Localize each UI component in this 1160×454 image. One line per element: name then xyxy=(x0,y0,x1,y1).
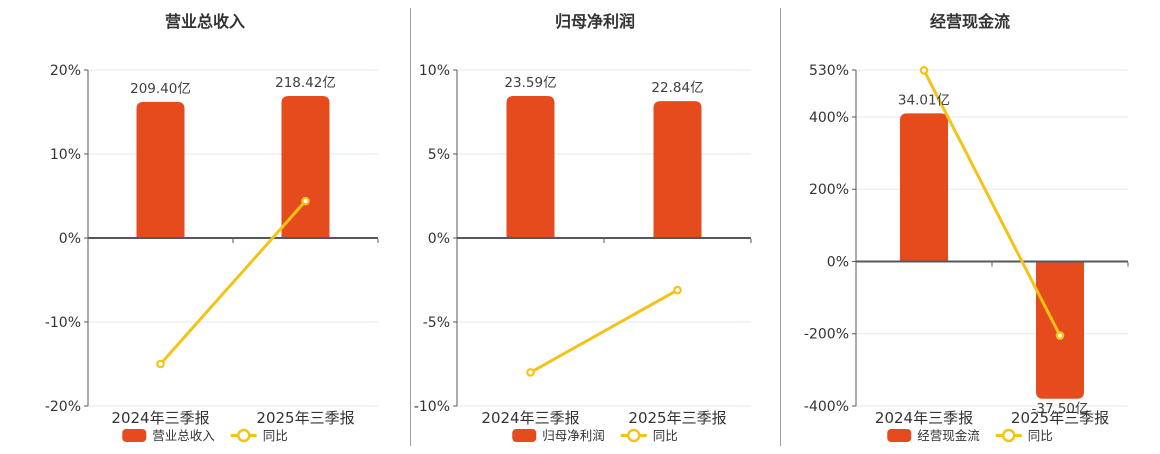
y-tick-label: 20% xyxy=(50,63,81,79)
chart-title: 经营现金流 xyxy=(930,12,1010,31)
y-tick-label: -200% xyxy=(804,327,849,343)
yoy-marker-0[interactable] xyxy=(156,359,165,369)
y-tick-label: -10% xyxy=(45,315,81,331)
yoy-line[interactable] xyxy=(922,69,1062,337)
bar-cash-flow-1[interactable] xyxy=(1036,261,1084,399)
bar-value-label: 22.84亿 xyxy=(651,80,703,96)
panel-revenue: 20% 10% 0% -10% -20% 209.40亿 218.42亿 营业总收入 2024年… xyxy=(0,0,410,450)
y-tick-label: 0% xyxy=(59,231,81,247)
y-tick-label: 200% xyxy=(809,182,849,198)
yoy-marker-1[interactable] xyxy=(301,196,310,206)
bar-value-label: 34.01亿 xyxy=(898,92,950,108)
y-tick-label: -20% xyxy=(45,399,81,415)
legend-bar-label[interactable]: 营业总收入 xyxy=(152,428,215,443)
y-tick-label: -400% xyxy=(804,399,849,415)
bar-net-profit-1[interactable] xyxy=(653,101,702,238)
legend-line-marker[interactable] xyxy=(627,428,641,443)
y-tick-label: 400% xyxy=(809,110,849,126)
y-tick-label: 5% xyxy=(428,147,450,163)
chart-title: 归母净利润 xyxy=(555,12,635,31)
yoy-marker-1[interactable] xyxy=(1055,331,1065,340)
y-tick-label: 0% xyxy=(428,231,450,247)
bar-value-label: 209.40亿 xyxy=(130,81,191,97)
yoy-marker-0[interactable] xyxy=(526,368,535,377)
y-tick-label: 530% xyxy=(809,63,849,79)
chart-cash-flow: 530%400%200%0%-200%-400%34.01亿-37.50亿经营现… xyxy=(804,12,1129,443)
x-category-label: 2025年三季报 xyxy=(628,409,726,427)
bar-value-label: -37.50亿 xyxy=(1031,401,1088,417)
y-tick-label: 0% xyxy=(827,254,849,270)
bar-cash-flow-0[interactable] xyxy=(900,113,948,262)
chart-title: 营业总收入 xyxy=(165,12,245,31)
yoy-line[interactable] xyxy=(529,288,679,374)
yoy-line[interactable] xyxy=(159,200,307,365)
y-tick-label: 10% xyxy=(50,147,81,163)
panel-net-profit: 10% 5% 0% -5% -10% 23.59亿 22.84亿 归母净利润 2024年三季报 2… xyxy=(410,0,780,450)
y-tick-label: -5% xyxy=(423,315,450,331)
yoy-marker-0[interactable] xyxy=(919,66,929,75)
bar-value-label: 218.42亿 xyxy=(275,75,336,91)
legend-bar-label[interactable]: 归母净利润 xyxy=(542,428,605,443)
y-tick-label: -10% xyxy=(414,399,450,415)
x-category-label: 2024年三季报 xyxy=(875,409,973,427)
x-category-label: 2025年三季报 xyxy=(256,409,354,427)
bar-revenue-0[interactable] xyxy=(136,101,185,238)
panel-divider xyxy=(780,8,781,446)
y-tick-label: 10% xyxy=(419,63,450,79)
panel-divider xyxy=(410,8,411,446)
bar-revenue-1[interactable] xyxy=(281,96,330,238)
legend-line-marker[interactable] xyxy=(237,428,251,443)
legend: 经营现金流 同比 xyxy=(887,428,1053,443)
chart-revenue: 20%10%0%-10%-20%209.40亿 218.42亿营业总收入2024年… xyxy=(45,12,379,443)
bar-value-label: 23.59亿 xyxy=(504,75,556,91)
legend: 归母净利润 同比 xyxy=(512,428,678,443)
bar-net-profit-0[interactable] xyxy=(506,96,555,238)
legend-yoy-label[interactable]: 同比 xyxy=(1028,428,1053,443)
legend-bar-swatch[interactable] xyxy=(512,429,537,442)
x-category-label: 2024年三季报 xyxy=(111,409,209,427)
x-category-label: 2025年三季报 xyxy=(1011,409,1109,427)
legend-bar-label[interactable]: 经营现金流 xyxy=(917,428,980,443)
yoy-marker-1[interactable] xyxy=(673,285,682,295)
panel-cash-flow: 530% 400% 200% 0% -200% -400% 34.01亿 -37.50亿 经营现… xyxy=(780,0,1160,450)
x-category-label: 2024年三季报 xyxy=(481,409,579,427)
legend-bar-swatch[interactable] xyxy=(122,429,147,442)
legend-line-marker[interactable] xyxy=(1002,428,1016,443)
legend-yoy-label[interactable]: 同比 xyxy=(653,428,678,443)
legend-yoy-label[interactable]: 同比 xyxy=(263,428,288,443)
legend-bar-swatch[interactable] xyxy=(887,429,912,442)
legend: 营业总收入 同比 xyxy=(122,428,288,443)
